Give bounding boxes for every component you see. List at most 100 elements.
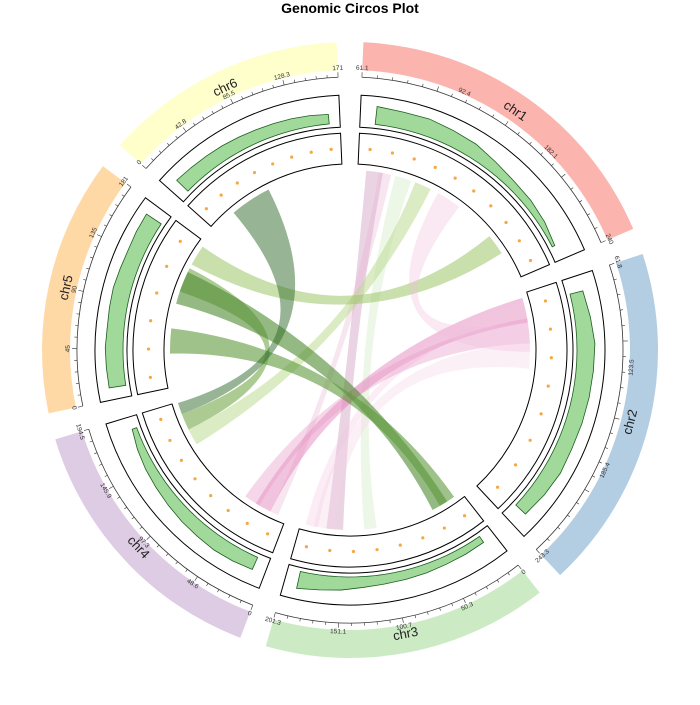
axis-tick — [242, 96, 243, 99]
axis-tick — [558, 527, 560, 529]
point-chr1 — [489, 204, 492, 207]
point-chr3 — [352, 550, 355, 553]
axis-tick — [262, 88, 263, 91]
axis-tick — [463, 598, 465, 603]
axis-tick — [117, 497, 120, 499]
point-chr1 — [529, 259, 532, 262]
point-chr4 — [180, 459, 183, 462]
point-chr4 — [159, 418, 162, 421]
point-chr6 — [310, 151, 313, 154]
axis-tick — [166, 554, 168, 556]
point-chr3 — [305, 545, 308, 548]
axis-tick — [561, 174, 565, 177]
axis-tick — [479, 107, 480, 110]
axis-tick — [617, 294, 620, 295]
axis-tick — [147, 536, 151, 539]
tick-label: 45 — [65, 345, 72, 353]
point-chr2 — [547, 385, 550, 388]
axis-tick — [585, 489, 589, 492]
axis-tick — [551, 164, 553, 166]
axis-tick — [595, 227, 598, 228]
point-chr6 — [205, 207, 208, 210]
point-chr3 — [375, 548, 378, 551]
point-chr4 — [209, 494, 212, 497]
axis-tick — [536, 550, 539, 554]
point-chr5 — [147, 347, 150, 350]
point-chr5 — [149, 319, 152, 322]
point-chr3 — [463, 514, 466, 517]
axis-tick — [90, 257, 93, 258]
axis-tick — [601, 241, 606, 243]
axis-tick — [167, 143, 169, 145]
axis-tick — [231, 99, 233, 104]
axis-tick — [251, 605, 253, 610]
tick-label: 90 — [71, 285, 79, 294]
axis-tick — [547, 539, 549, 541]
point-chr1 — [518, 239, 521, 242]
axis-tick — [142, 165, 146, 168]
axis-tick — [104, 225, 107, 226]
axis-tick — [132, 517, 134, 519]
axis-tick — [94, 246, 97, 247]
axis-tick — [252, 92, 253, 95]
axis-tick — [605, 447, 608, 448]
tick-label: 171 — [332, 65, 344, 72]
axis-tick — [176, 136, 178, 138]
point-chr1 — [454, 177, 457, 180]
axis-tick — [186, 569, 188, 571]
axis-tick — [614, 279, 617, 280]
axis-tick — [505, 121, 508, 125]
point-chr5 — [179, 240, 182, 243]
axis-tick — [115, 205, 118, 207]
point-chr4 — [246, 522, 249, 525]
axis-tick — [452, 603, 453, 606]
point-chr1 — [472, 189, 475, 192]
tick-label: 123.5 — [628, 359, 636, 376]
axis-tick — [576, 502, 578, 504]
axis-tick — [402, 618, 403, 623]
point-chr1 — [413, 157, 416, 160]
tick-label: 151.1 — [330, 628, 347, 636]
axis-tick — [105, 475, 108, 476]
axis-tick — [579, 200, 582, 202]
point-chr1 — [504, 221, 507, 224]
axis-tick — [437, 86, 439, 91]
axis-tick — [83, 279, 86, 280]
point-chr6 — [253, 171, 256, 174]
axis-tick — [273, 85, 274, 88]
axis-tick — [610, 433, 613, 434]
axis-tick — [518, 132, 520, 134]
point-chr4 — [266, 532, 269, 535]
point-chr4 — [193, 477, 196, 480]
axis-tick — [492, 115, 494, 118]
axis-tick — [567, 515, 569, 517]
point-chr6 — [290, 156, 293, 159]
point-chr2 — [529, 439, 532, 442]
point-chr2 — [514, 463, 517, 466]
axis-tick — [300, 618, 301, 621]
axis-tick — [618, 403, 621, 404]
tick-label: 61.8 — [612, 255, 623, 270]
axis-tick — [465, 100, 466, 103]
axis-tick — [124, 507, 126, 509]
axis-tick — [486, 587, 487, 590]
point-chr3 — [421, 536, 424, 539]
axis-tick — [497, 580, 499, 583]
point-chr6 — [220, 193, 223, 196]
axis-tick — [122, 195, 124, 197]
axis-tick — [78, 290, 83, 291]
point-chr6 — [271, 162, 274, 165]
axis-tick — [151, 158, 153, 160]
point-chr5 — [155, 291, 158, 294]
axis-tick — [212, 111, 214, 114]
axis-tick — [274, 613, 275, 618]
axis-tick — [229, 595, 230, 598]
axis-tick — [94, 453, 97, 454]
tick-label: 0 — [70, 406, 78, 411]
axis-tick — [287, 616, 288, 619]
axis-tick — [475, 593, 476, 596]
axis-tick — [415, 615, 416, 618]
axis-tick — [587, 214, 590, 215]
axis-tick — [217, 589, 218, 592]
